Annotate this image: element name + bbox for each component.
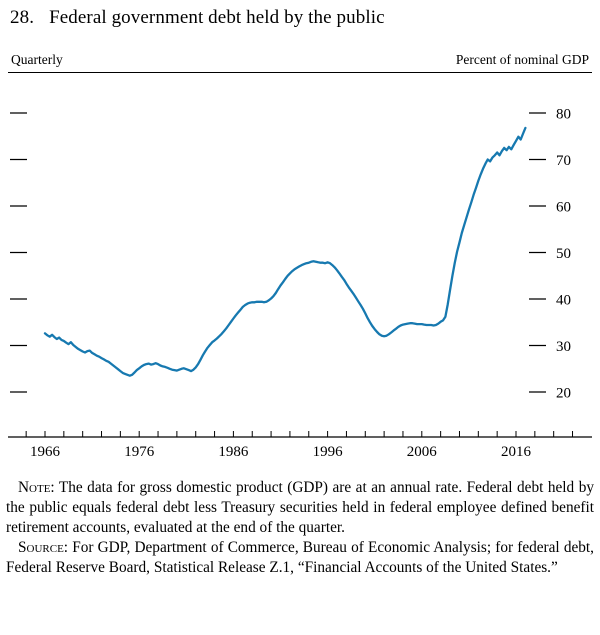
y-axis-label: 30 [556,339,571,355]
y-axis-label: 70 [556,153,571,169]
frequency-label: Quarterly [11,52,63,67]
figure-title-text: Federal government debt held by the publ… [49,7,385,28]
debt-line-chart: 20 30 40 50 60 70 80 1966 1976 1986 1996 2006 2016 [8,107,592,460]
note-label: Note: [18,479,55,496]
debt-data-line [43,126,527,377]
unit-label: Percent of nominal GDP [455,52,589,67]
x-axis-label: 2016 [501,444,532,460]
y-axis-label: 20 [556,386,571,402]
x-axis-label: 1976 [124,444,155,460]
note-paragraph: Note: The data for gross domestic produc… [6,478,594,538]
figure-title: 28. Federal government debt held by the p… [0,0,600,29]
figure-notes: Note: The data for gross domestic produc… [6,478,594,578]
x-axis-label: 1986 [218,444,249,460]
y-axis-label: 60 [556,200,571,216]
x-axis-label: 1996 [313,444,344,460]
y-axis-label: 40 [556,293,571,309]
source-text: For GDP, Department of Commerce, Bureau … [6,539,594,576]
chart-header: Quarterly Percent of nominal GDP [8,52,592,73]
x-axis-label: 2006 [407,444,438,460]
note-text: The data for gross domestic product (GDP… [6,479,594,536]
y-axis-label: 50 [556,246,571,262]
x-axis-label: 1966 [30,444,61,460]
figure-number: 28. [10,7,35,28]
source-label: Source: [18,539,69,556]
y-axis-label: 80 [556,107,571,123]
source-paragraph: Source: For GDP, Department of Commerce,… [6,538,594,578]
